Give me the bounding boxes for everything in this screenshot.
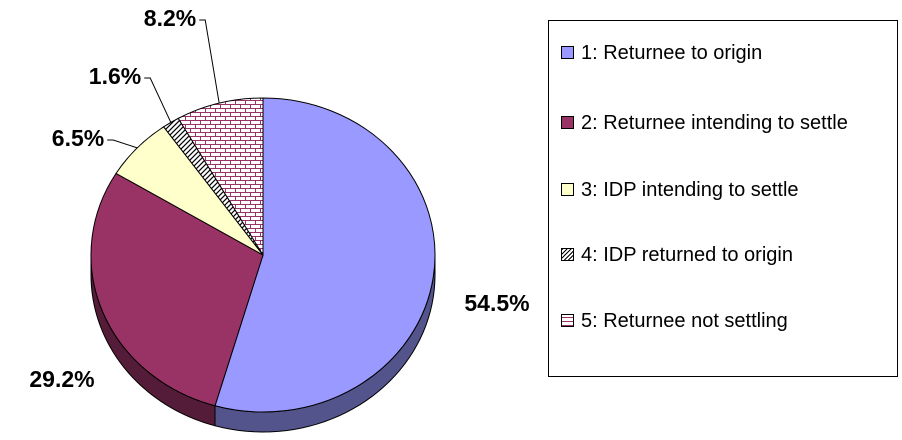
data-label: 54.5% — [464, 290, 529, 316]
leader-line — [199, 19, 220, 104]
leader-line — [144, 77, 172, 123]
legend-swatch — [561, 183, 574, 196]
legend-item: 1: Returnee to origin — [559, 41, 894, 65]
legend-label: 2: Returnee intending to settle — [581, 112, 848, 134]
legend-swatch — [561, 248, 574, 261]
legend-item: 4: IDP returned to origin — [559, 243, 894, 267]
legend-swatch — [561, 314, 574, 327]
legend: 1: Returnee to origin 2: Returnee intendi… — [548, 20, 898, 377]
pie-slice — [177, 97, 264, 257]
legend-label: 1: Returnee to origin — [581, 42, 763, 64]
data-label: 6.5% — [52, 125, 104, 151]
legend-item: 3: IDP intending to settle — [559, 178, 894, 202]
legend-label: 4: IDP returned to origin — [581, 244, 793, 266]
legend-label: 3: IDP intending to settle — [581, 179, 799, 201]
leader-line — [107, 139, 138, 149]
legend-swatch — [561, 46, 574, 59]
legend-item: 5: Returnee not settling — [559, 309, 894, 333]
legend-swatch — [561, 116, 574, 129]
data-label: 29.2% — [29, 366, 94, 392]
legend-label: 5: Returnee not settling — [581, 310, 788, 332]
data-label: 8.2% — [144, 5, 196, 31]
pie-slice — [214, 97, 436, 413]
legend-item: 2: Returnee intending to settle — [559, 111, 894, 135]
data-label: 1.6% — [89, 63, 141, 89]
